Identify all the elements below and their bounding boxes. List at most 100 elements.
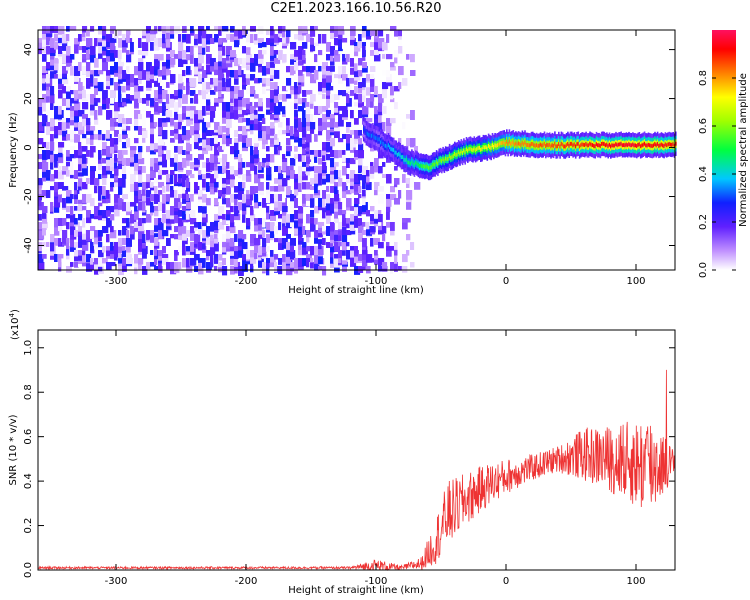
heatmap-cell — [202, 206, 207, 214]
heatmap-cell — [226, 134, 233, 139]
ridge-cell — [502, 140, 504, 145]
heatmap-cell — [74, 110, 80, 117]
heatmap-cell — [74, 170, 80, 179]
ridge-cell — [616, 143, 619, 148]
heatmap-cell — [250, 242, 256, 247]
heatmap-cell — [58, 258, 62, 268]
heatmap-cell — [238, 190, 244, 200]
heatmap-cell — [342, 226, 347, 231]
heatmap-cell — [110, 118, 117, 127]
heatmap-cell — [214, 170, 219, 179]
heatmap-cell — [162, 230, 169, 237]
ridge-cell — [369, 133, 372, 138]
heatmap-cell — [350, 158, 356, 165]
heatmap-cell — [198, 174, 204, 180]
heatmap-cell — [358, 142, 364, 151]
ridge-cell — [461, 150, 464, 155]
heatmap-cell — [242, 254, 248, 261]
heatmap-cell — [234, 106, 239, 111]
ridge-cell — [508, 139, 511, 144]
heatmap-cell — [302, 138, 306, 144]
heatmap-cell — [382, 70, 388, 76]
ridge-cell — [660, 142, 663, 147]
heatmap-cell — [78, 258, 84, 264]
heatmap-cell — [310, 74, 317, 84]
heatmap-cell — [254, 218, 259, 226]
heatmap-cell — [54, 238, 61, 246]
heatmap-cell — [154, 38, 160, 46]
heatmap-cell — [234, 246, 239, 252]
heatmap-cell — [122, 194, 128, 200]
heatmap-cell — [370, 86, 377, 92]
ridge-cell — [519, 142, 521, 146]
heatmap-cell — [202, 210, 206, 218]
heatmap-cell — [266, 262, 270, 268]
heatmap-cell — [378, 242, 384, 249]
heatmap-cell — [178, 194, 184, 199]
heatmap-cell — [254, 194, 259, 203]
heatmap-cell — [110, 186, 114, 192]
heatmap-cell — [314, 134, 318, 142]
heatmap-cell — [106, 206, 112, 211]
heatmap-cell — [362, 66, 368, 73]
heatmap-cell — [362, 222, 366, 227]
heatmap-cell — [130, 226, 134, 235]
heatmap-cell — [398, 190, 402, 199]
heatmap-cell — [122, 86, 126, 93]
heatmap-cell — [350, 230, 356, 235]
heatmap-cell — [254, 222, 261, 232]
heatmap-cell — [70, 130, 77, 140]
heatmap-cell — [58, 150, 63, 158]
ridge-cell — [559, 144, 561, 149]
heatmap-cell — [394, 50, 399, 58]
heatmap-cell — [310, 166, 316, 172]
ridge-cell — [373, 135, 375, 139]
ridge-cell — [464, 150, 466, 155]
heatmap-cell — [202, 150, 208, 155]
heatmap-cell — [114, 162, 118, 169]
heatmap-cell — [254, 238, 261, 246]
ridge-cell — [668, 142, 671, 146]
heatmap-cell — [134, 90, 141, 99]
heatmap-cell — [178, 98, 182, 108]
heatmap-cell — [262, 126, 268, 132]
heatmap-cell — [134, 82, 139, 92]
heatmap-cell — [314, 106, 321, 115]
heatmap-cell — [226, 58, 231, 64]
heatmap-cell — [162, 62, 167, 67]
ridge-cell — [402, 155, 404, 159]
heatmap-cell — [182, 50, 187, 59]
heatmap-cell — [346, 162, 350, 168]
heatmap-cell — [334, 126, 340, 132]
heatmap-cell — [82, 114, 88, 119]
heatmap-cell — [122, 166, 128, 174]
heatmap-cell — [54, 74, 58, 79]
heatmap-cell — [110, 66, 116, 75]
ridge-cell — [457, 150, 460, 155]
heatmap-cell — [62, 86, 68, 94]
heatmap-cell — [318, 82, 324, 92]
heatmap-cell — [206, 138, 211, 146]
heatmap-cell — [54, 34, 59, 42]
heatmap-cell — [298, 34, 304, 41]
heatmap-cell — [226, 78, 232, 88]
heatmap-cell — [354, 94, 360, 100]
heatmap-cell — [210, 234, 214, 241]
heatmap-cell — [126, 30, 131, 36]
heatmap-cell — [90, 94, 96, 104]
ridge-cell — [383, 143, 386, 148]
heatmap-cell — [278, 182, 285, 192]
heatmap-cell — [198, 62, 202, 69]
heatmap-cell — [230, 214, 234, 223]
heatmap-cell — [362, 174, 368, 184]
heatmap-cell — [198, 170, 202, 176]
heatmap-cell — [270, 114, 275, 120]
heatmap-cell — [286, 66, 292, 73]
ridge-cell — [433, 162, 435, 167]
heatmap-cell — [98, 42, 105, 46]
heatmap-cell — [38, 98, 44, 107]
heatmap-cell — [42, 142, 49, 148]
heatmap-cell — [206, 142, 211, 151]
heatmap-cell — [226, 230, 231, 239]
